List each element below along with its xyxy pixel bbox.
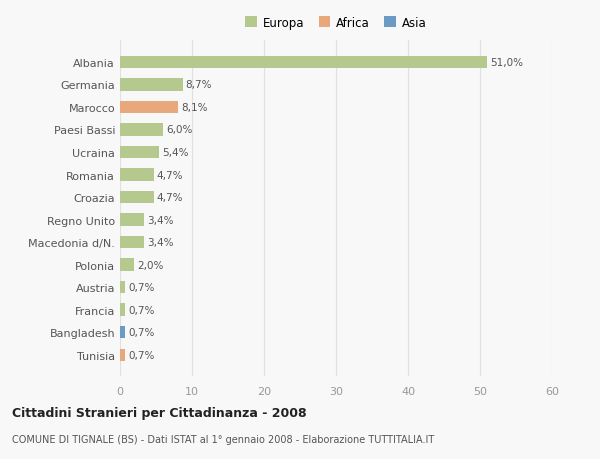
Bar: [120, 236, 145, 249]
Text: 8,7%: 8,7%: [185, 80, 212, 90]
Bar: [120, 169, 154, 181]
Legend: Europa, Africa, Asia: Europa, Africa, Asia: [243, 14, 429, 32]
Bar: [120, 146, 159, 159]
Text: 0,7%: 0,7%: [128, 350, 154, 360]
Bar: [120, 124, 163, 136]
Text: 0,7%: 0,7%: [128, 305, 154, 315]
Text: 0,7%: 0,7%: [128, 283, 154, 292]
Text: 0,7%: 0,7%: [128, 328, 154, 337]
Bar: [120, 281, 125, 294]
Text: 3,4%: 3,4%: [148, 215, 174, 225]
Text: 4,7%: 4,7%: [157, 170, 183, 180]
Text: 8,1%: 8,1%: [181, 103, 208, 112]
Text: 3,4%: 3,4%: [148, 238, 174, 247]
Bar: [120, 304, 125, 316]
Bar: [120, 56, 487, 69]
Text: 2,0%: 2,0%: [137, 260, 164, 270]
Bar: [120, 349, 125, 361]
Bar: [120, 79, 182, 91]
Text: COMUNE DI TIGNALE (BS) - Dati ISTAT al 1° gennaio 2008 - Elaborazione TUTTITALIA: COMUNE DI TIGNALE (BS) - Dati ISTAT al 1…: [12, 434, 434, 444]
Bar: [120, 326, 125, 339]
Text: 5,4%: 5,4%: [162, 148, 188, 157]
Text: 4,7%: 4,7%: [157, 193, 183, 202]
Bar: [120, 191, 154, 204]
Bar: [120, 259, 134, 271]
Bar: [120, 214, 145, 226]
Bar: [120, 101, 178, 114]
Text: Cittadini Stranieri per Cittadinanza - 2008: Cittadini Stranieri per Cittadinanza - 2…: [12, 406, 307, 419]
Text: 6,0%: 6,0%: [166, 125, 193, 135]
Text: 51,0%: 51,0%: [490, 58, 523, 68]
